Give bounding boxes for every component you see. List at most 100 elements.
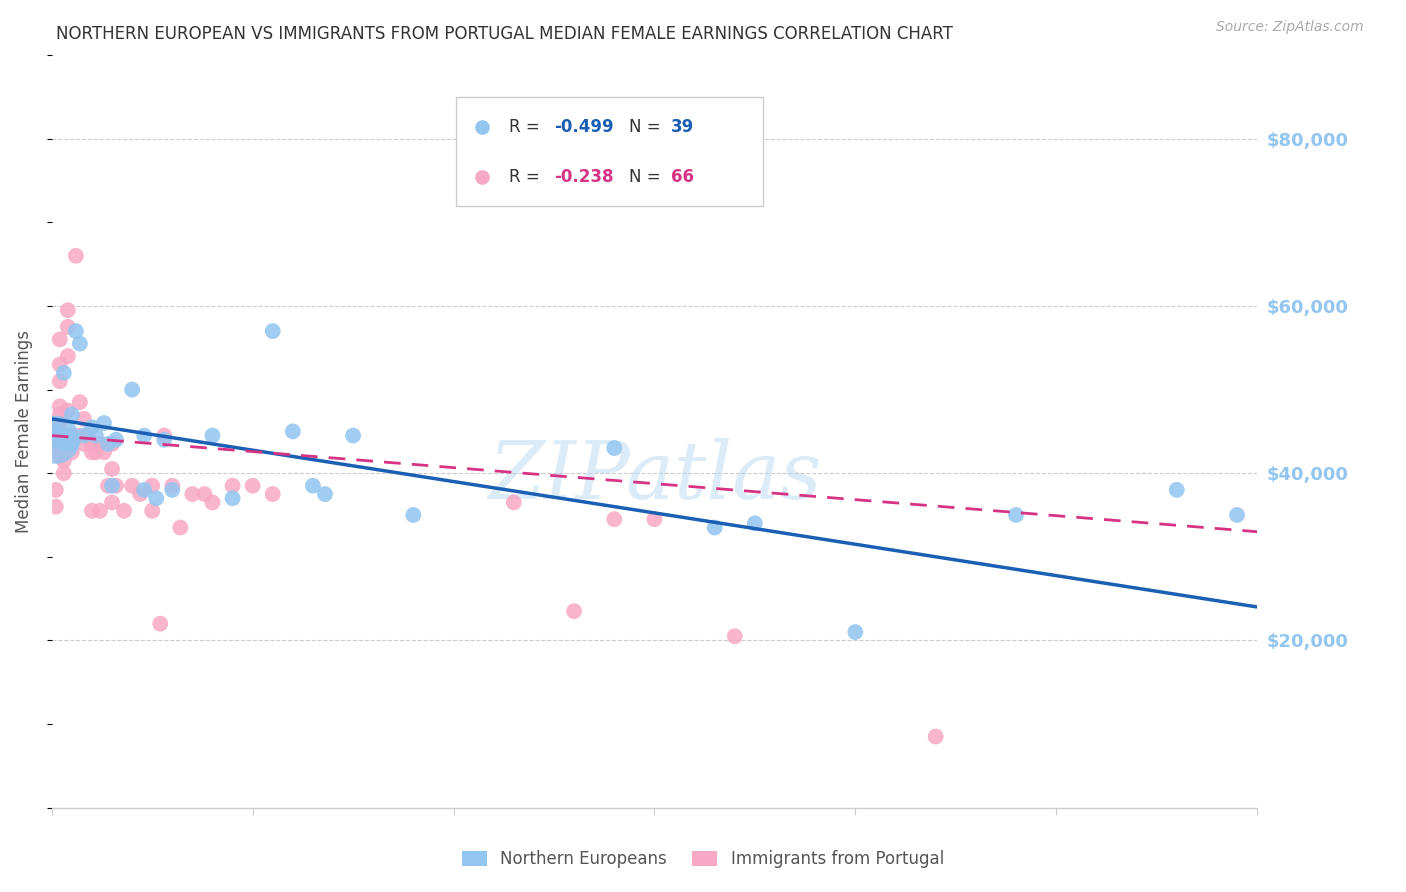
Point (1166, 483, 1188, 497)
Point (84, 428, 107, 442)
Point (45, 500, 67, 514)
Point (1005, 508, 1028, 522)
Point (162, 479, 184, 493)
Point (281, 425, 304, 439)
Point (56, 428, 79, 442)
Point (181, 487, 204, 501)
Point (262, 487, 284, 501)
Point (844, 625, 866, 640)
Point (65, 249, 87, 263)
Point (314, 487, 336, 501)
Point (52, 466, 75, 480)
Point (69, 336, 91, 351)
Point (45, 433, 67, 447)
Point (52, 437, 75, 451)
Point (145, 491, 167, 506)
Point (49, 428, 72, 442)
Point (201, 428, 224, 442)
Point (221, 491, 243, 506)
Point (924, 730, 946, 744)
Text: R =: R = (509, 169, 544, 186)
Point (101, 479, 124, 493)
Point (49, 416, 72, 430)
Point (80, 420, 103, 434)
Bar (456, 96, 763, 206)
Point (60, 445, 83, 459)
Point (242, 479, 264, 493)
Point (77, 428, 100, 442)
Point (153, 428, 176, 442)
Point (105, 479, 128, 493)
Point (134, 428, 156, 442)
Point (97, 437, 120, 451)
Point (49, 374, 72, 388)
Legend: Northern Europeans, Immigrants from Portugal: Northern Europeans, Immigrants from Port… (456, 844, 950, 875)
Point (402, 508, 425, 522)
Point (80, 504, 103, 518)
Point (643, 512, 665, 526)
Point (49, 425, 72, 439)
Point (162, 483, 184, 497)
Point (80, 445, 103, 459)
Point (52, 441, 75, 455)
Point (129, 487, 152, 501)
Point (101, 462, 124, 476)
Point (49, 399, 72, 413)
Point (724, 629, 747, 643)
Point (69, 428, 91, 442)
Text: 39: 39 (671, 118, 695, 136)
Point (134, 483, 156, 497)
Point (73, 437, 96, 451)
Point (1226, 508, 1249, 522)
Point (502, 495, 524, 509)
Point (153, 433, 176, 447)
Text: ZIPatlas: ZIPatlas (488, 438, 821, 516)
Point (744, 516, 766, 531)
Text: N =: N = (628, 169, 666, 186)
Point (93, 445, 115, 459)
Point (52, 433, 75, 447)
Point (52, 445, 75, 459)
Point (121, 383, 143, 397)
Point (45, 437, 67, 451)
Point (49, 358, 72, 372)
Point (56, 428, 79, 442)
Point (112, 504, 135, 518)
Point (105, 433, 128, 447)
Point (221, 479, 243, 493)
Point (562, 604, 585, 618)
Point (101, 495, 124, 509)
Text: Source: ZipAtlas.com: Source: ZipAtlas.com (1216, 20, 1364, 34)
Text: N =: N = (628, 118, 666, 136)
Point (141, 479, 163, 493)
Point (60, 437, 83, 451)
Point (56, 303, 79, 318)
Point (45, 483, 67, 497)
Point (89, 504, 111, 518)
Point (93, 416, 115, 430)
Point (603, 441, 626, 455)
Y-axis label: Median Female Earnings: Median Female Earnings (15, 330, 32, 533)
Point (262, 324, 284, 338)
Point (84, 445, 107, 459)
Point (60, 408, 83, 422)
Text: NORTHERN EUROPEAN VS IMMIGRANTS FROM PORTUGAL MEDIAN FEMALE EARNINGS CORRELATION: NORTHERN EUROPEAN VS IMMIGRANTS FROM POR… (56, 25, 953, 43)
Point (73, 412, 96, 426)
Text: -0.499: -0.499 (554, 118, 614, 136)
Point (302, 479, 325, 493)
Point (49, 450, 72, 464)
Point (69, 395, 91, 409)
Point (56, 349, 79, 363)
Text: R =: R = (509, 118, 544, 136)
Point (45, 433, 67, 447)
Point (603, 512, 626, 526)
Point (56, 319, 79, 334)
Text: -0.238: -0.238 (554, 169, 614, 186)
Point (49, 433, 72, 447)
Point (342, 428, 364, 442)
Point (149, 616, 172, 631)
Point (703, 520, 725, 534)
Point (52, 453, 75, 467)
Point (101, 437, 124, 451)
Point (97, 479, 120, 493)
